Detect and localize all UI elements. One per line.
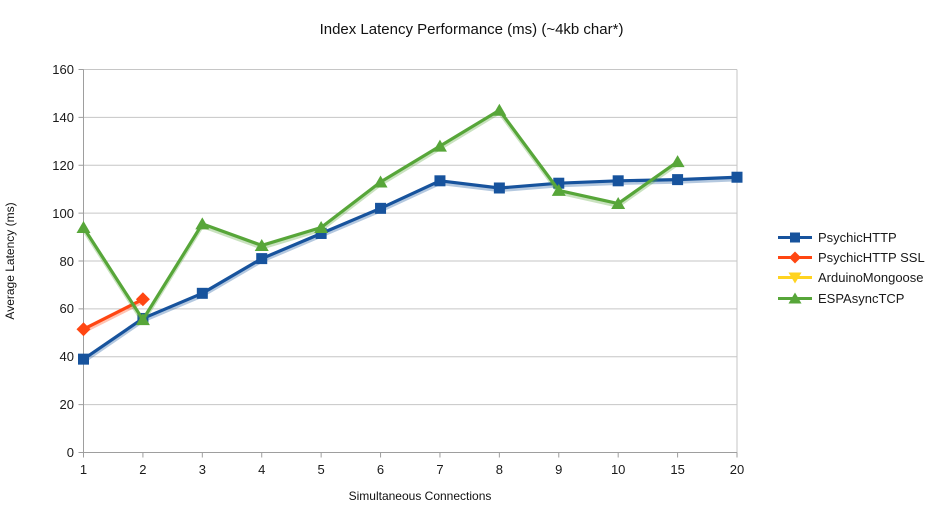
data-point-marker <box>135 292 150 307</box>
y-tick-label: 100 <box>52 205 74 221</box>
series-espasynctcp <box>76 103 685 326</box>
data-point-marker <box>315 227 327 239</box>
data-point-marker <box>254 238 269 251</box>
x-tick-label: 6 <box>376 462 385 477</box>
y-tick-label: 80 <box>59 253 74 269</box>
x-axis-title: Simultaneous Connections <box>348 489 492 503</box>
legend-label: ESPAsyncTCP <box>818 290 905 306</box>
y-tick-label: 140 <box>52 109 74 125</box>
data-point-marker <box>434 175 446 187</box>
legend-item-arduinomongoose: ArduinoMongoose <box>777 268 925 288</box>
data-point-marker <box>670 155 685 168</box>
legend-marker-shape <box>788 272 802 284</box>
data-point-marker <box>76 322 91 337</box>
y-tick-label: 20 <box>59 397 74 413</box>
data-point-marker <box>612 175 624 187</box>
data-point-marker <box>196 287 208 299</box>
triangle-up-legend-marker-icon <box>778 292 812 304</box>
data-point-marker <box>492 103 507 116</box>
x-tick-label: 1 <box>79 462 88 477</box>
x-tick-label: 4 <box>258 462 266 477</box>
x-tick-label: 10 <box>610 462 626 477</box>
x-tick-label: 20 <box>729 462 745 477</box>
legend-label: PsychicHTTP SSL <box>818 250 925 266</box>
legend: PsychicHTTP PsychicHTTP SSL ArduinoMongoos… <box>777 227 925 309</box>
triangle-down-legend-marker-icon <box>778 272 812 284</box>
data-point-marker <box>731 171 743 183</box>
data-point-marker <box>78 353 89 365</box>
data-point-marker <box>195 217 210 230</box>
x-tick-label: 5 <box>317 462 325 477</box>
x-tick-label: 9 <box>555 462 563 477</box>
x-tick-label: 3 <box>198 462 206 477</box>
data-point-marker <box>373 175 388 188</box>
data-point-marker <box>672 174 684 186</box>
x-tick-label: 15 <box>670 462 685 477</box>
y-tick-label: 120 <box>52 157 74 173</box>
x-tick-label: 7 <box>436 462 444 477</box>
data-point-marker <box>76 220 91 233</box>
data-point-marker <box>375 202 387 214</box>
legend-label: PsychicHTTP <box>818 229 897 245</box>
legend-item-psychichttp: PsychicHTTP <box>777 227 925 247</box>
series-line-sheen <box>82 111 679 324</box>
y-tick-label: 60 <box>59 301 74 317</box>
y-tick-label: 160 <box>52 62 74 77</box>
y-tick-label: 40 <box>59 349 74 365</box>
data-point-marker <box>551 183 566 196</box>
data-point-marker <box>611 197 626 210</box>
data-point-marker <box>493 182 505 194</box>
series-line <box>82 108 679 322</box>
series-line <box>82 175 738 361</box>
x-tick-label: 2 <box>139 462 147 477</box>
x-tick-label: 8 <box>495 462 503 477</box>
chart-title: Index Latency Performance (ms) (~4kb cha… <box>319 21 624 38</box>
diamond-legend-marker-icon <box>778 251 812 264</box>
data-point-marker <box>256 253 268 265</box>
square-legend-marker-icon <box>778 232 812 243</box>
legend-item-espasynctcp: ESPAsyncTCP <box>777 288 925 308</box>
legend-item-psychichttp-ssl: PsychicHTTP SSL <box>777 247 925 267</box>
data-point-marker <box>135 313 150 326</box>
data-point-marker <box>432 139 447 152</box>
y-tick-label: 0 <box>66 445 74 460</box>
data-point-marker <box>553 177 565 189</box>
legend-marker-shape <box>790 232 800 243</box>
legend-label: ArduinoMongoose <box>818 270 924 286</box>
legend-marker-shape <box>788 292 802 304</box>
data-point-marker <box>314 220 329 233</box>
series-line-sheen <box>82 178 738 364</box>
legend-marker-shape <box>789 251 801 264</box>
